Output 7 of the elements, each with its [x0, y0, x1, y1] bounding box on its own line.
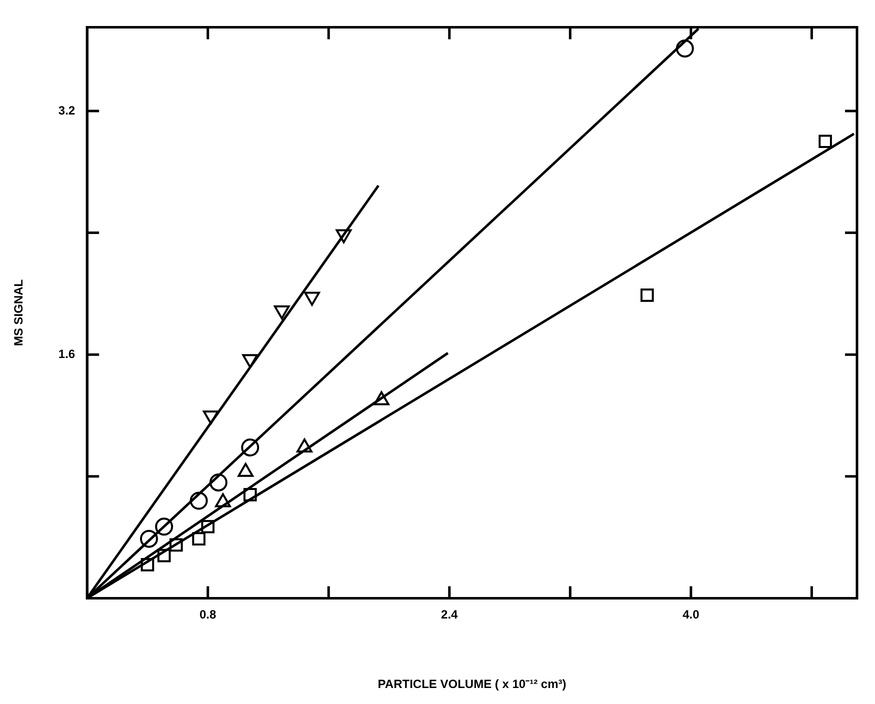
y-tick-label: 3.2 — [58, 103, 76, 118]
x-axis-title: PARTICLE VOLUME ( x 10⁻¹² cm³) — [378, 677, 566, 692]
y-axis-title: MS SIGNAL — [12, 279, 26, 346]
x-tick-label: 2.4 — [441, 608, 458, 622]
x-tick-label: 4.0 — [682, 608, 700, 622]
y-tick-label: 1.6 — [58, 346, 76, 361]
x-tick-label: 0.8 — [200, 608, 217, 622]
